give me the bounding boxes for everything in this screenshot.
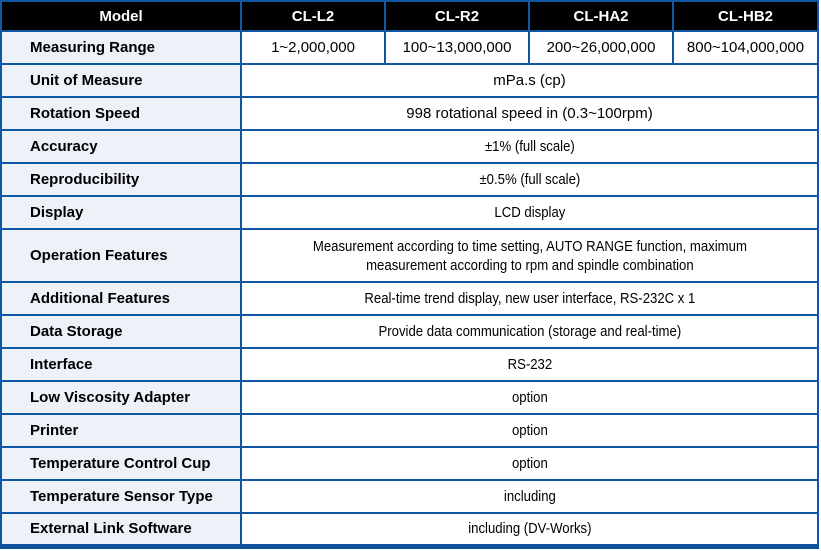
row-value-text: including (503, 488, 556, 505)
row-value: Measurement according to time setting, A… (240, 228, 819, 283)
row-value-text: ±0.5% (full scale) (479, 171, 580, 188)
header-col-cl-l2: CL-L2 (240, 0, 386, 32)
row-value-text: including (DV-Works) (467, 520, 592, 538)
row-value-text: RS-232 (507, 356, 552, 373)
row-value-text: 998 rotational speed in (0.3~100rpm) (406, 105, 653, 122)
header-row: Model CL-L2 CL-R2 CL-HA2 CL-HB2 (0, 0, 819, 32)
row-value: mPa.s (cp) (240, 63, 819, 98)
row-interface: Interface RS-232 (0, 347, 819, 382)
row-label: Interface (0, 347, 242, 382)
row-label: Printer (0, 413, 242, 448)
row-value: option (240, 380, 819, 415)
header-col-cl-hb2: CL-HB2 (672, 0, 819, 32)
row-label: Reproducibility (0, 162, 242, 197)
header-col-cl-r2: CL-R2 (384, 0, 530, 32)
row-value: Real-time trend display, new user interf… (240, 281, 819, 316)
row-value: including (240, 479, 819, 514)
row-value-text: LCD display (494, 204, 565, 221)
row-label: Additional Features (0, 281, 242, 316)
measuring-range-cl-hb2: 800~104,000,000 (672, 30, 819, 65)
row-value-text: ±1% (full scale) (484, 138, 575, 155)
row-label: Operation Features (0, 228, 242, 283)
row-value-text: mPa.s (cp) (493, 72, 566, 89)
row-value-text: Provide data communication (storage and … (378, 323, 681, 340)
row-label: Display (0, 195, 242, 230)
row-printer: Printer option (0, 413, 819, 448)
row-value: LCD display (240, 195, 819, 230)
row-label: Temperature Control Cup (0, 446, 242, 481)
row-unit-of-measure: Unit of Measure mPa.s (cp) (0, 63, 819, 98)
row-label: Measuring Range (0, 30, 242, 65)
measuring-range-cl-ha2: 200~26,000,000 (528, 30, 674, 65)
row-measuring-range: Measuring Range 1~2,000,000 100~13,000,0… (0, 30, 819, 65)
row-value: Provide data communication (storage and … (240, 314, 819, 349)
row-label: External Link Software (0, 512, 242, 547)
measuring-range-cl-l2: 1~2,000,000 (240, 30, 386, 65)
row-low-viscosity-adapter: Low Viscosity Adapter option (0, 380, 819, 415)
row-value: option (240, 413, 819, 448)
row-label: Rotation Speed (0, 96, 242, 131)
row-reproducibility: Reproducibility ±0.5% (full scale) (0, 162, 819, 197)
row-temperature-control-cup: Temperature Control Cup option (0, 446, 819, 481)
header-col-cl-ha2: CL-HA2 (528, 0, 674, 32)
row-data-storage: Data Storage Provide data communication … (0, 314, 819, 349)
row-label: Temperature Sensor Type (0, 479, 242, 514)
row-rotation-speed: Rotation Speed 998 rotational speed in (… (0, 96, 819, 131)
row-value-text: option (511, 455, 548, 472)
row-temperature-sensor-type: Temperature Sensor Type including (0, 479, 819, 514)
row-label: Data Storage (0, 314, 242, 349)
row-value: ±0.5% (full scale) (240, 162, 819, 197)
row-value: 998 rotational speed in (0.3~100rpm) (240, 96, 819, 131)
header-model: Model (0, 0, 242, 32)
row-display: Display LCD display (0, 195, 819, 230)
row-external-link-software: External Link Software including (DV-Wor… (0, 512, 819, 547)
row-label: Unit of Measure (0, 63, 242, 98)
row-additional-features: Additional Features Real-time trend disp… (0, 281, 819, 316)
row-value-text: Measurement according to time setting, A… (312, 237, 747, 274)
row-operation-features: Operation Features Measurement according… (0, 228, 819, 283)
row-label: Accuracy (0, 129, 242, 164)
row-label: Low Viscosity Adapter (0, 380, 242, 415)
measuring-range-cl-r2: 100~13,000,000 (384, 30, 530, 65)
row-value-text: option (511, 422, 548, 439)
row-value-text: Real-time trend display, new user interf… (364, 290, 695, 307)
row-value: RS-232 (240, 347, 819, 382)
row-value: ±1% (full scale) (240, 129, 819, 164)
row-value-text: option (511, 389, 548, 406)
row-value: option (240, 446, 819, 481)
row-accuracy: Accuracy ±1% (full scale) (0, 129, 819, 164)
row-value: including (DV-Works) (240, 512, 819, 547)
